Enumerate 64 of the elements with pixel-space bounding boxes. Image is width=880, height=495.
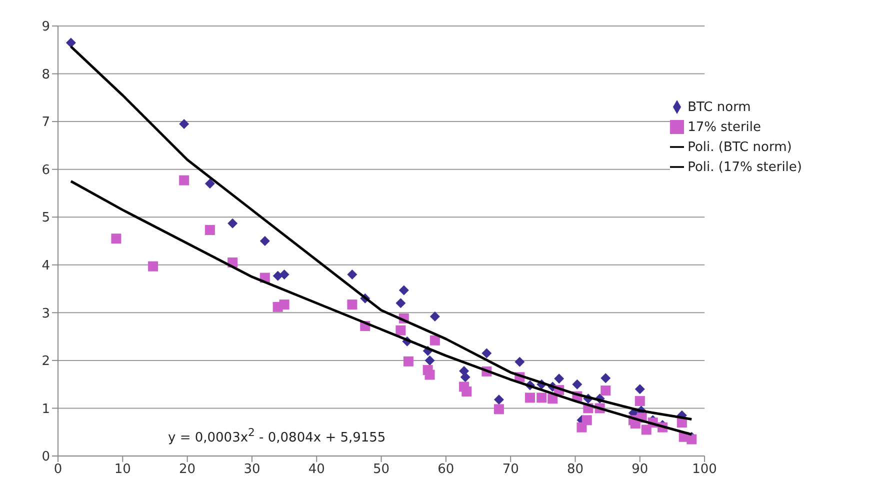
point [228, 218, 238, 228]
point [396, 298, 406, 308]
x-tick-label: 50 [373, 462, 390, 478]
point [204, 225, 215, 236]
y-tick-label: 3 [42, 306, 50, 322]
point [634, 396, 645, 406]
point [424, 370, 435, 380]
x-tick-label: 20 [179, 462, 196, 478]
x-tick-label: 10 [114, 462, 131, 478]
point [686, 434, 697, 444]
point [634, 384, 645, 394]
point [272, 270, 283, 281]
point [403, 356, 414, 366]
legend-label: BTC norm [688, 100, 751, 115]
point [430, 311, 440, 322]
y-tick-label: 0 [42, 450, 50, 465]
y-tick-label: 6 [42, 162, 50, 178]
point [66, 38, 76, 48]
point [514, 356, 525, 367]
x-tick-label: 90 [632, 462, 648, 478]
x-tick-label: 30 [244, 462, 260, 478]
point [204, 178, 215, 189]
point [482, 348, 492, 358]
y-tick-label: 9 [42, 20, 50, 35]
point [572, 379, 582, 390]
y-tick-label: 4 [42, 258, 50, 274]
point [396, 325, 406, 336]
point [179, 118, 190, 129]
point [279, 300, 290, 310]
point [462, 386, 472, 396]
point [347, 300, 358, 310]
point [600, 386, 611, 396]
point [460, 372, 470, 382]
point [600, 373, 611, 384]
point [430, 335, 440, 346]
point [582, 415, 592, 426]
x-tick-label: 40 [308, 462, 325, 478]
legend-label: 17% sterile [688, 120, 762, 135]
annotation: y = 0,0003x$^{2}$ - 0,0804x + 5,9155 [168, 426, 386, 446]
point [494, 404, 504, 414]
y-tick-label: 8 [42, 67, 50, 82]
point [179, 175, 190, 186]
y-tick-label: 5 [42, 210, 50, 226]
x-tick-label: 60 [438, 462, 454, 478]
x-tick-label: 100 [692, 462, 717, 478]
point [260, 236, 270, 246]
y-tick-label: 1 [42, 402, 50, 417]
legend-label: Poli. (17% sterile) [688, 160, 802, 175]
x-tick-label: 70 [502, 462, 519, 478]
x-tick-label: 0 [54, 462, 62, 478]
point [554, 374, 564, 384]
x-tick-label: 80 [566, 462, 584, 478]
point [398, 285, 409, 296]
y-tick-label: 7 [42, 115, 50, 130]
legend-label: Poli. (BTC norm) [688, 140, 792, 155]
y-tick-label: 2 [42, 354, 50, 370]
point [536, 392, 547, 403]
point [111, 234, 122, 244]
point [148, 261, 158, 272]
point [424, 355, 435, 366]
point [279, 269, 290, 280]
point [524, 392, 535, 403]
point [347, 269, 358, 280]
point [494, 394, 504, 405]
